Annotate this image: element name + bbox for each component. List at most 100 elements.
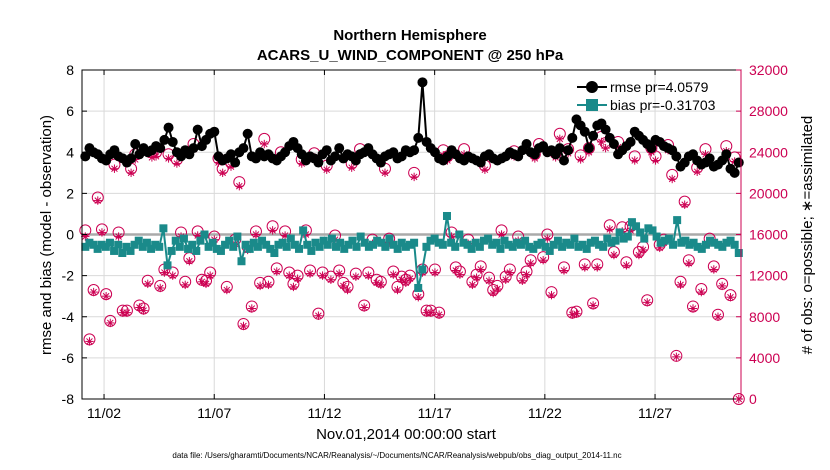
bias-marker bbox=[233, 232, 242, 241]
bias-marker bbox=[118, 249, 127, 258]
obs-assimilated-marker bbox=[493, 284, 502, 294]
obs-assimilated-marker bbox=[255, 281, 265, 291]
rmse-marker bbox=[625, 136, 636, 147]
bias-marker bbox=[599, 242, 608, 251]
rmse-marker bbox=[413, 132, 424, 143]
bias-marker bbox=[484, 234, 493, 243]
bias-marker bbox=[447, 238, 456, 247]
bias-marker bbox=[101, 242, 110, 251]
obs-assimilated-marker bbox=[164, 154, 173, 163]
bias-marker bbox=[475, 242, 484, 251]
bias-marker bbox=[422, 242, 431, 251]
y-axis-left: -8 -6 -4 -2 0 2 4 6 8 bbox=[62, 62, 87, 407]
bias-marker bbox=[216, 246, 225, 255]
obs-assimilated-marker bbox=[218, 168, 227, 178]
rmse-marker bbox=[588, 130, 599, 141]
bias-marker bbox=[315, 242, 324, 251]
bias-marker bbox=[290, 240, 299, 249]
y-left-tick-label: 2 bbox=[66, 185, 74, 201]
obs-assimilated-marker bbox=[572, 309, 581, 318]
x-tick-label: 11/12 bbox=[307, 405, 341, 421]
x-axis: 11/02 11/07 11/12 11/17 11/22 11/27 bbox=[87, 70, 672, 421]
bias-marker bbox=[110, 246, 119, 255]
bias-marker bbox=[155, 242, 164, 251]
obs-assimilated-marker bbox=[672, 352, 681, 362]
rmse-marker bbox=[554, 143, 565, 154]
bias-marker bbox=[648, 226, 657, 235]
bias-marker bbox=[504, 240, 513, 249]
bias-marker bbox=[348, 236, 357, 245]
bias-marker bbox=[212, 244, 221, 253]
bias-marker bbox=[558, 242, 567, 251]
bias-marker bbox=[430, 234, 439, 243]
rmse-marker bbox=[671, 151, 682, 162]
bias-marker bbox=[508, 242, 517, 251]
bias-marker bbox=[196, 236, 205, 245]
bias-marker bbox=[397, 238, 406, 247]
bias-series bbox=[81, 211, 743, 292]
bias-marker bbox=[385, 234, 394, 243]
y-left-tick-label: -6 bbox=[62, 350, 75, 366]
x-tick-label: 11/02 bbox=[87, 405, 121, 421]
bias-marker bbox=[414, 283, 423, 292]
rmse-marker bbox=[721, 149, 732, 160]
bias-marker bbox=[208, 238, 217, 247]
bias-marker bbox=[249, 238, 258, 247]
y-right-tick-label: 4000 bbox=[749, 350, 780, 366]
rmse-marker bbox=[417, 77, 428, 88]
bias-marker bbox=[710, 238, 719, 247]
obs-assimilated-marker bbox=[476, 265, 485, 274]
bias-marker bbox=[586, 238, 595, 247]
bias-marker bbox=[405, 240, 414, 249]
bias-marker bbox=[418, 265, 427, 274]
rmse-marker bbox=[159, 134, 170, 145]
obs-assimilated-marker bbox=[522, 270, 531, 279]
obs-assimilated-marker bbox=[185, 257, 194, 266]
bias-marker bbox=[537, 238, 546, 247]
x-axis-label: Nov.01,2014 00:00:00 start bbox=[316, 426, 497, 443]
bias-marker bbox=[85, 238, 94, 247]
bias-marker bbox=[142, 238, 151, 247]
bias-marker bbox=[632, 222, 641, 231]
obs-assimilated-marker bbox=[160, 268, 169, 277]
obs-assimilated-marker bbox=[260, 139, 269, 149]
obs-assimilated-marker bbox=[688, 304, 698, 313]
obs-assimilated-marker bbox=[680, 200, 689, 209]
obs-assimilated-marker bbox=[555, 134, 565, 144]
obs-assimilated-marker bbox=[139, 306, 148, 315]
bias-marker bbox=[627, 218, 636, 227]
bias-marker bbox=[151, 240, 160, 249]
bias-marker bbox=[184, 244, 193, 253]
bias-marker bbox=[471, 238, 480, 247]
bias-marker bbox=[623, 232, 632, 241]
rmse-marker bbox=[163, 122, 174, 133]
bias-marker bbox=[677, 238, 686, 247]
bias-marker bbox=[734, 249, 743, 258]
rmse-marker bbox=[80, 151, 91, 162]
bias-marker bbox=[669, 240, 678, 249]
obs-assimilated-marker bbox=[247, 304, 257, 313]
bias-marker bbox=[356, 232, 365, 241]
obs-assimilated-marker bbox=[484, 276, 494, 285]
y-left-tick-label: 6 bbox=[66, 103, 74, 119]
bias-marker bbox=[718, 242, 727, 251]
x-tick-label: 11/17 bbox=[418, 405, 452, 421]
y-right-tick-label: 8000 bbox=[749, 309, 780, 325]
obs-assimilated-marker bbox=[222, 285, 232, 295]
rmse-marker bbox=[558, 155, 569, 166]
bias-marker bbox=[377, 238, 386, 247]
bias-marker bbox=[299, 226, 308, 235]
obs-assimilated-marker bbox=[609, 250, 619, 260]
obs-assimilated-marker bbox=[376, 280, 386, 290]
bias-marker bbox=[105, 238, 114, 247]
bias-marker bbox=[200, 230, 209, 239]
y-right-tick-label: 28000 bbox=[749, 103, 788, 119]
bias-marker bbox=[262, 240, 271, 249]
obs-assimilated-marker bbox=[630, 156, 639, 165]
obs-assimilated-marker bbox=[85, 337, 94, 346]
bias-marker bbox=[253, 242, 262, 251]
obs-assimilated-marker bbox=[251, 230, 261, 239]
bias-marker bbox=[352, 242, 361, 251]
bias-marker bbox=[163, 261, 172, 270]
